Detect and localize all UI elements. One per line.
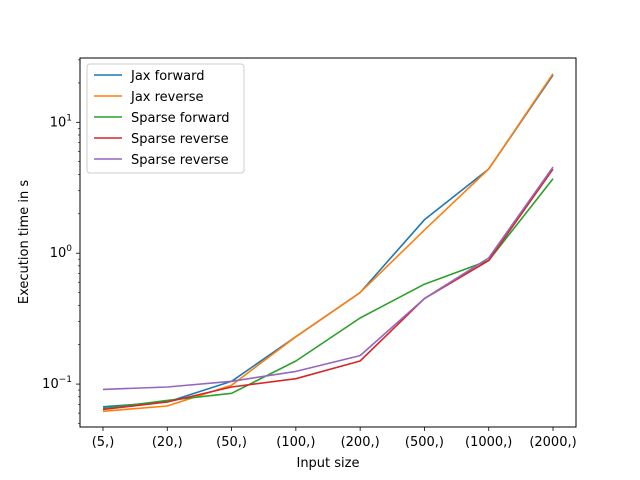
x-tick-label: (50,) [216,435,247,450]
series-line-5 [102,166,554,391]
x-tick-label: (200,) [341,435,380,450]
x-tick-label: (1000,) [465,435,512,450]
legend-label: Jax forward [130,69,204,84]
x-tick-label: (5,) [92,435,115,450]
legend-box [86,63,245,174]
x-tick-label: (100,) [276,435,315,450]
series-line-2 [102,73,554,413]
x-tick-label: (20,) [152,435,183,450]
y-axis-label: Execution time in s [17,180,32,304]
legend-label: Sparse reverse [131,153,229,168]
legend-label: Jax reverse [130,90,204,105]
plot-lines [102,73,554,413]
legend: Jax forward Jax reverse Sparse forward Spar… [86,63,245,174]
legend-label: Sparse reverse [131,132,229,147]
legend-label: Sparse forward [131,111,230,126]
axes-frame [79,57,577,428]
x-axis-label: Input size [296,456,359,471]
y-tick-label: 10−1 [42,375,72,392]
x-tick-label: (500,) [405,435,444,450]
x-ticks: (5,) (20,) (50,) (100,) (200,) (500,) (1000,) (… [92,427,577,450]
y-ticks: 10−1 100 101 [42,59,80,424]
series-line-4 [102,168,554,411]
x-tick-label: (2000,) [529,435,576,450]
y-tick-label: 100 [50,244,73,261]
y-tick-label: 101 [50,113,72,130]
